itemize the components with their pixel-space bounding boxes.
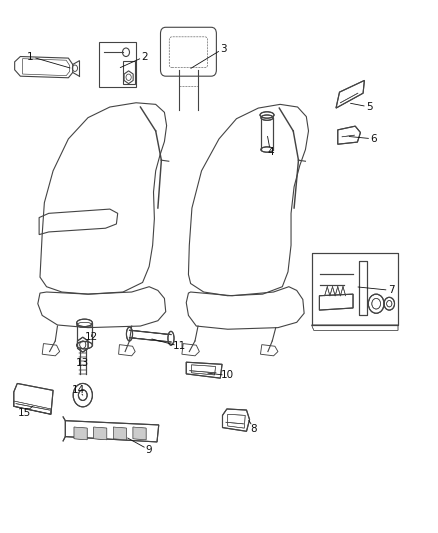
Text: 7: 7 bbox=[388, 286, 395, 295]
Text: 13: 13 bbox=[76, 358, 89, 368]
Text: 2: 2 bbox=[141, 52, 148, 61]
Polygon shape bbox=[74, 427, 87, 440]
Polygon shape bbox=[133, 427, 146, 440]
Text: 4: 4 bbox=[267, 147, 274, 157]
Text: 8: 8 bbox=[251, 424, 257, 434]
Text: 9: 9 bbox=[146, 445, 152, 455]
Polygon shape bbox=[113, 427, 127, 440]
Text: 5: 5 bbox=[366, 102, 373, 112]
Text: 10: 10 bbox=[221, 370, 234, 381]
Polygon shape bbox=[133, 427, 146, 440]
Polygon shape bbox=[74, 427, 87, 440]
Polygon shape bbox=[94, 427, 107, 440]
Text: 6: 6 bbox=[371, 134, 377, 144]
Text: 12: 12 bbox=[85, 332, 98, 342]
Text: 11: 11 bbox=[173, 341, 186, 351]
Polygon shape bbox=[94, 427, 107, 440]
Text: 15: 15 bbox=[18, 408, 32, 418]
Polygon shape bbox=[113, 427, 127, 440]
Text: 1: 1 bbox=[27, 52, 34, 61]
Text: 3: 3 bbox=[220, 44, 227, 53]
Text: 14: 14 bbox=[72, 385, 85, 395]
